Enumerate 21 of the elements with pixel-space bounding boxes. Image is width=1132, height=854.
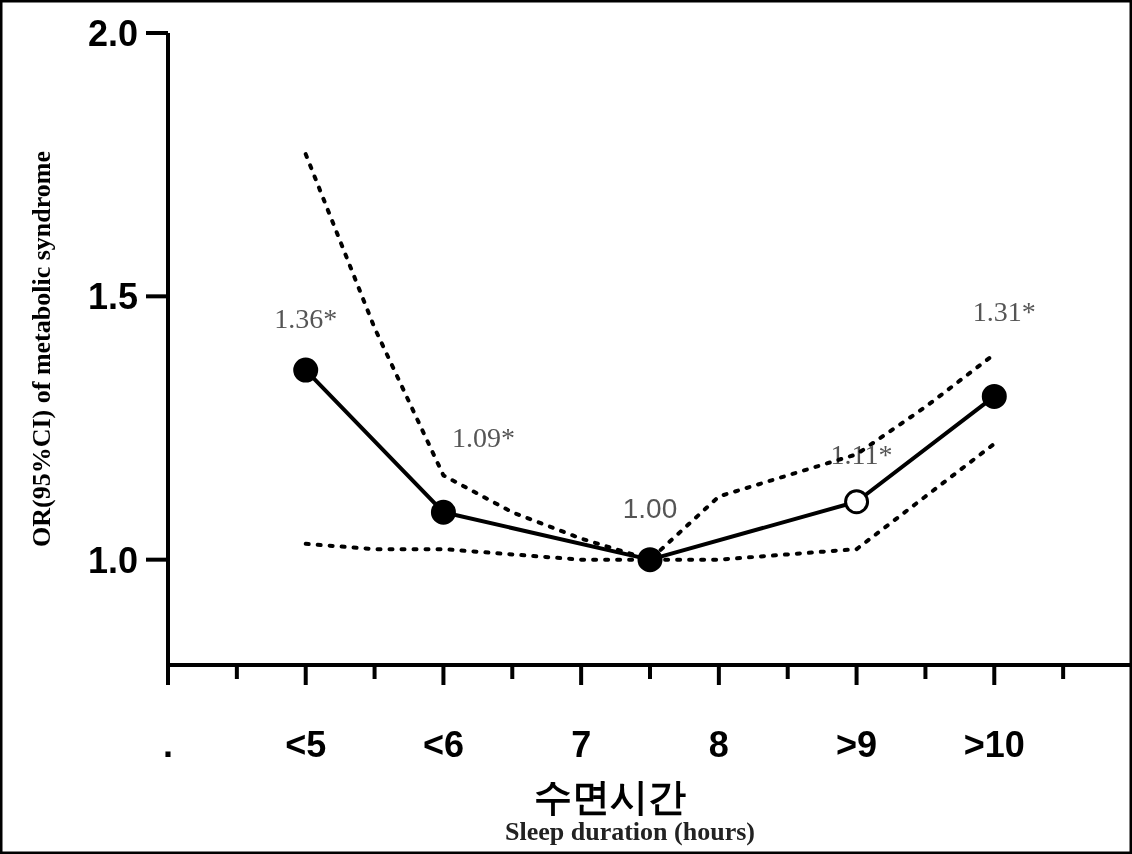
x-tick-label: . (162, 724, 174, 765)
data-label: 1.36* (274, 303, 338, 335)
point (430, 499, 456, 525)
point (981, 383, 1007, 409)
x-tick-label: <5 (285, 724, 327, 765)
y-axis-title: OR(95%CI) of metabolic syndrome (27, 151, 56, 547)
x-tick-label: 8 (708, 724, 729, 765)
x-tick-label: 7 (571, 724, 592, 765)
y-tick-label: 1.5 (87, 276, 138, 318)
point (293, 357, 319, 383)
y-tick-label: 2.0 (87, 13, 138, 54)
x-tick-label: >9 (836, 724, 878, 765)
data-label: 1.09* (451, 422, 515, 454)
data-label: 1.31* (972, 296, 1036, 328)
text: 수면시간 (534, 775, 686, 819)
x-tick-label: >10 (963, 724, 1025, 765)
data-label: 1.00 (622, 492, 678, 524)
y-tick-label: 1.0 (87, 539, 138, 581)
x-tick-label: <6 (422, 724, 464, 765)
x-axis-title: Sleep duration (hours) (505, 817, 755, 846)
point (844, 489, 870, 515)
